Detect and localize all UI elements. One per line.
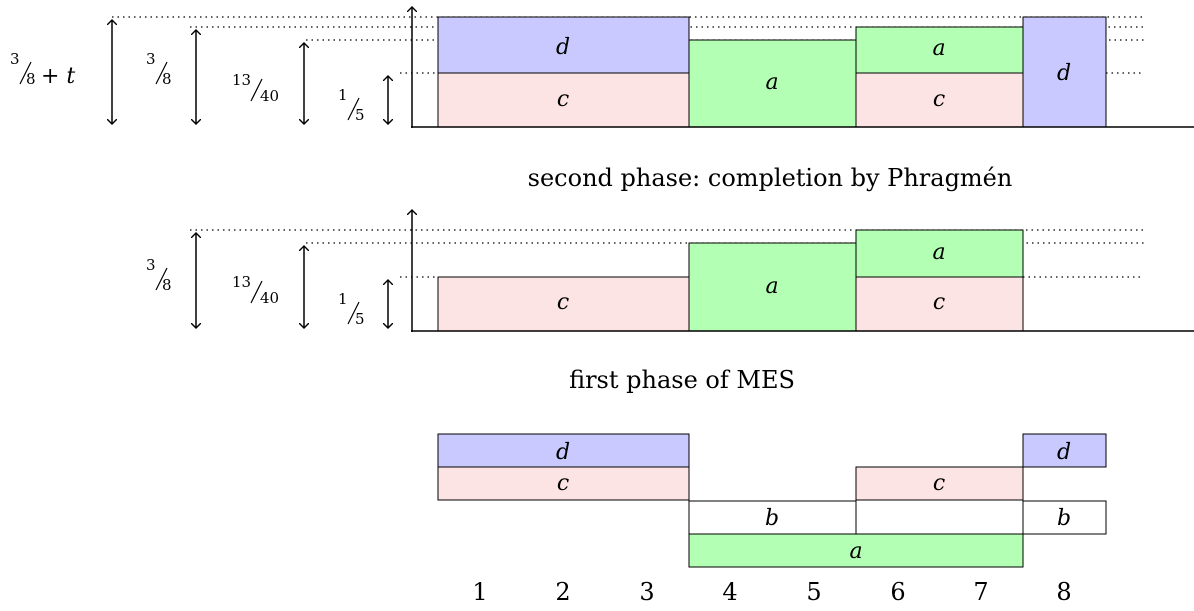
svg-text:13: 13: [232, 71, 251, 89]
fraction-3-8: 3 8: [146, 50, 172, 88]
svg-text:40: 40: [260, 289, 279, 307]
label-b: b: [1057, 506, 1071, 531]
svg-text:+ t: + t: [41, 64, 75, 89]
ballot-d-voters-1-3: [437, 433, 690, 468]
label-a: a: [765, 70, 778, 95]
label-a: a: [849, 539, 862, 564]
label-d: d: [1057, 61, 1071, 86]
voter-number: 3: [639, 578, 654, 606]
svg-text:3: 3: [146, 50, 156, 68]
ballot-b-voter-8: [1022, 500, 1107, 535]
label-c: c: [933, 471, 945, 496]
label-c: c: [557, 471, 569, 496]
fraction-1-5: 1 5: [338, 86, 365, 124]
svg-text:40: 40: [260, 87, 279, 105]
bar-c-voters-6-7: [855, 276, 1024, 332]
caption-first-phase: first phase of MES: [569, 366, 795, 394]
fraction-3-8-plus-t: 3 8 + t: [10, 50, 75, 89]
voter-number: 7: [973, 578, 988, 606]
second-phase-diagram: d c a a c d 3 8 + t 3 8 13 40: [10, 7, 1194, 128]
ballot-c-voters-6-7: [855, 466, 1024, 501]
svg-text:5: 5: [355, 310, 365, 328]
ballot-b-voters-4-5: [688, 500, 857, 535]
voter-number: 4: [722, 578, 737, 606]
svg-text:1: 1: [338, 86, 348, 104]
caption-second-phase: second phase: completion by Phragmén: [528, 164, 1013, 192]
label-a: a: [932, 240, 945, 265]
svg-text:3: 3: [10, 50, 20, 68]
ballot-c-voters-1-3: [437, 466, 690, 501]
bar-c-voters-1-3: [437, 276, 690, 332]
label-a: a: [932, 36, 945, 61]
ballots-diagram: d c b a c d b 1 2 3 4 5 6 7 8: [437, 433, 1107, 606]
svg-text:8: 8: [26, 70, 36, 88]
bar-a-voters-6-7: [855, 229, 1024, 278]
svg-text:5: 5: [355, 106, 365, 124]
bar-d-voter-8: [1022, 16, 1107, 128]
svg-text:8: 8: [162, 276, 172, 294]
fraction-3-8: 3 8: [146, 256, 172, 294]
fraction-13-40: 13 40: [232, 273, 279, 307]
bar-d-voters-1-3: [437, 16, 690, 74]
fraction-13-40: 13 40: [232, 71, 279, 105]
label-d: d: [556, 35, 570, 60]
label-c: c: [557, 290, 569, 315]
voter-number: 1: [472, 578, 487, 606]
voter-number: 5: [806, 578, 821, 606]
label-b: b: [765, 506, 779, 531]
voter-number: 8: [1056, 578, 1071, 606]
svg-text:8: 8: [162, 70, 172, 88]
bar-c-voters-6-7: [855, 72, 1024, 128]
label-c: c: [557, 87, 569, 112]
voter-numbers: 1 2 3 4 5 6 7 8: [472, 578, 1071, 606]
label-d: d: [1057, 440, 1071, 465]
first-phase-diagram: c a a c 3 8 13 40 1 5: [146, 210, 1194, 332]
label-a: a: [765, 274, 778, 299]
voter-number: 2: [555, 578, 570, 606]
label-c: c: [933, 290, 945, 315]
label-d: d: [556, 440, 570, 465]
svg-text:13: 13: [232, 273, 251, 291]
voter-number: 6: [890, 578, 905, 606]
ballot-d-voter-8: [1022, 433, 1107, 468]
svg-text:1: 1: [338, 290, 348, 308]
ballot-a-voters-4-7: [688, 533, 1024, 568]
label-c: c: [933, 87, 945, 112]
bar-a-voters-6-7: [855, 26, 1024, 74]
svg-text:3: 3: [146, 256, 156, 274]
fraction-1-5: 1 5: [338, 290, 365, 328]
